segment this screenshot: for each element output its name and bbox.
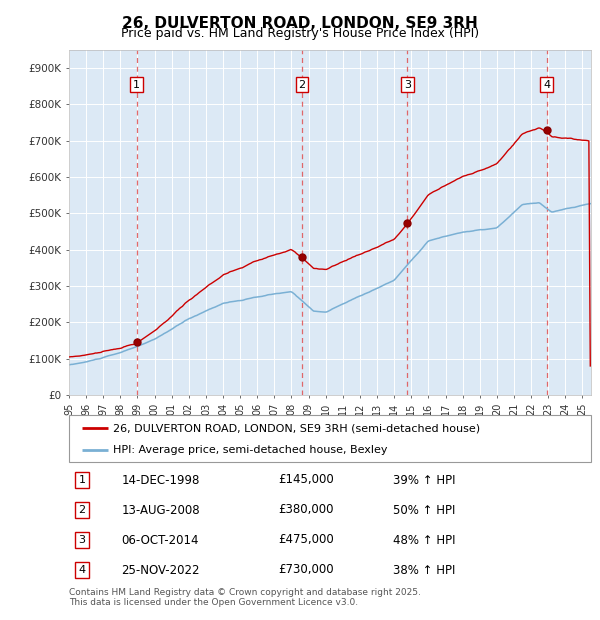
Text: £475,000: £475,000 bbox=[278, 533, 334, 546]
Text: 48% ↑ HPI: 48% ↑ HPI bbox=[392, 533, 455, 546]
Text: £380,000: £380,000 bbox=[278, 503, 334, 516]
Text: 14-DEC-1998: 14-DEC-1998 bbox=[121, 474, 200, 487]
Text: 06-OCT-2014: 06-OCT-2014 bbox=[121, 533, 199, 546]
Text: £145,000: £145,000 bbox=[278, 474, 334, 487]
Text: HPI: Average price, semi-detached house, Bexley: HPI: Average price, semi-detached house,… bbox=[113, 445, 388, 455]
Text: 4: 4 bbox=[79, 565, 86, 575]
Text: Contains HM Land Registry data © Crown copyright and database right 2025.
This d: Contains HM Land Registry data © Crown c… bbox=[69, 588, 421, 608]
Text: £730,000: £730,000 bbox=[278, 564, 334, 577]
Text: 38% ↑ HPI: 38% ↑ HPI bbox=[392, 564, 455, 577]
Text: 4: 4 bbox=[543, 79, 550, 89]
Text: 1: 1 bbox=[79, 475, 86, 485]
Text: 50% ↑ HPI: 50% ↑ HPI bbox=[392, 503, 455, 516]
Text: 26, DULVERTON ROAD, LONDON, SE9 3RH (semi-detached house): 26, DULVERTON ROAD, LONDON, SE9 3RH (sem… bbox=[113, 423, 481, 433]
Text: 13-AUG-2008: 13-AUG-2008 bbox=[121, 503, 200, 516]
Text: 3: 3 bbox=[404, 79, 411, 89]
FancyBboxPatch shape bbox=[69, 415, 591, 462]
Text: 2: 2 bbox=[299, 79, 305, 89]
Text: 2: 2 bbox=[79, 505, 86, 515]
Text: Price paid vs. HM Land Registry's House Price Index (HPI): Price paid vs. HM Land Registry's House … bbox=[121, 27, 479, 40]
Text: 1: 1 bbox=[133, 79, 140, 89]
Text: 26, DULVERTON ROAD, LONDON, SE9 3RH: 26, DULVERTON ROAD, LONDON, SE9 3RH bbox=[122, 16, 478, 31]
Text: 25-NOV-2022: 25-NOV-2022 bbox=[121, 564, 200, 577]
Text: 3: 3 bbox=[79, 535, 86, 545]
Text: 39% ↑ HPI: 39% ↑ HPI bbox=[392, 474, 455, 487]
